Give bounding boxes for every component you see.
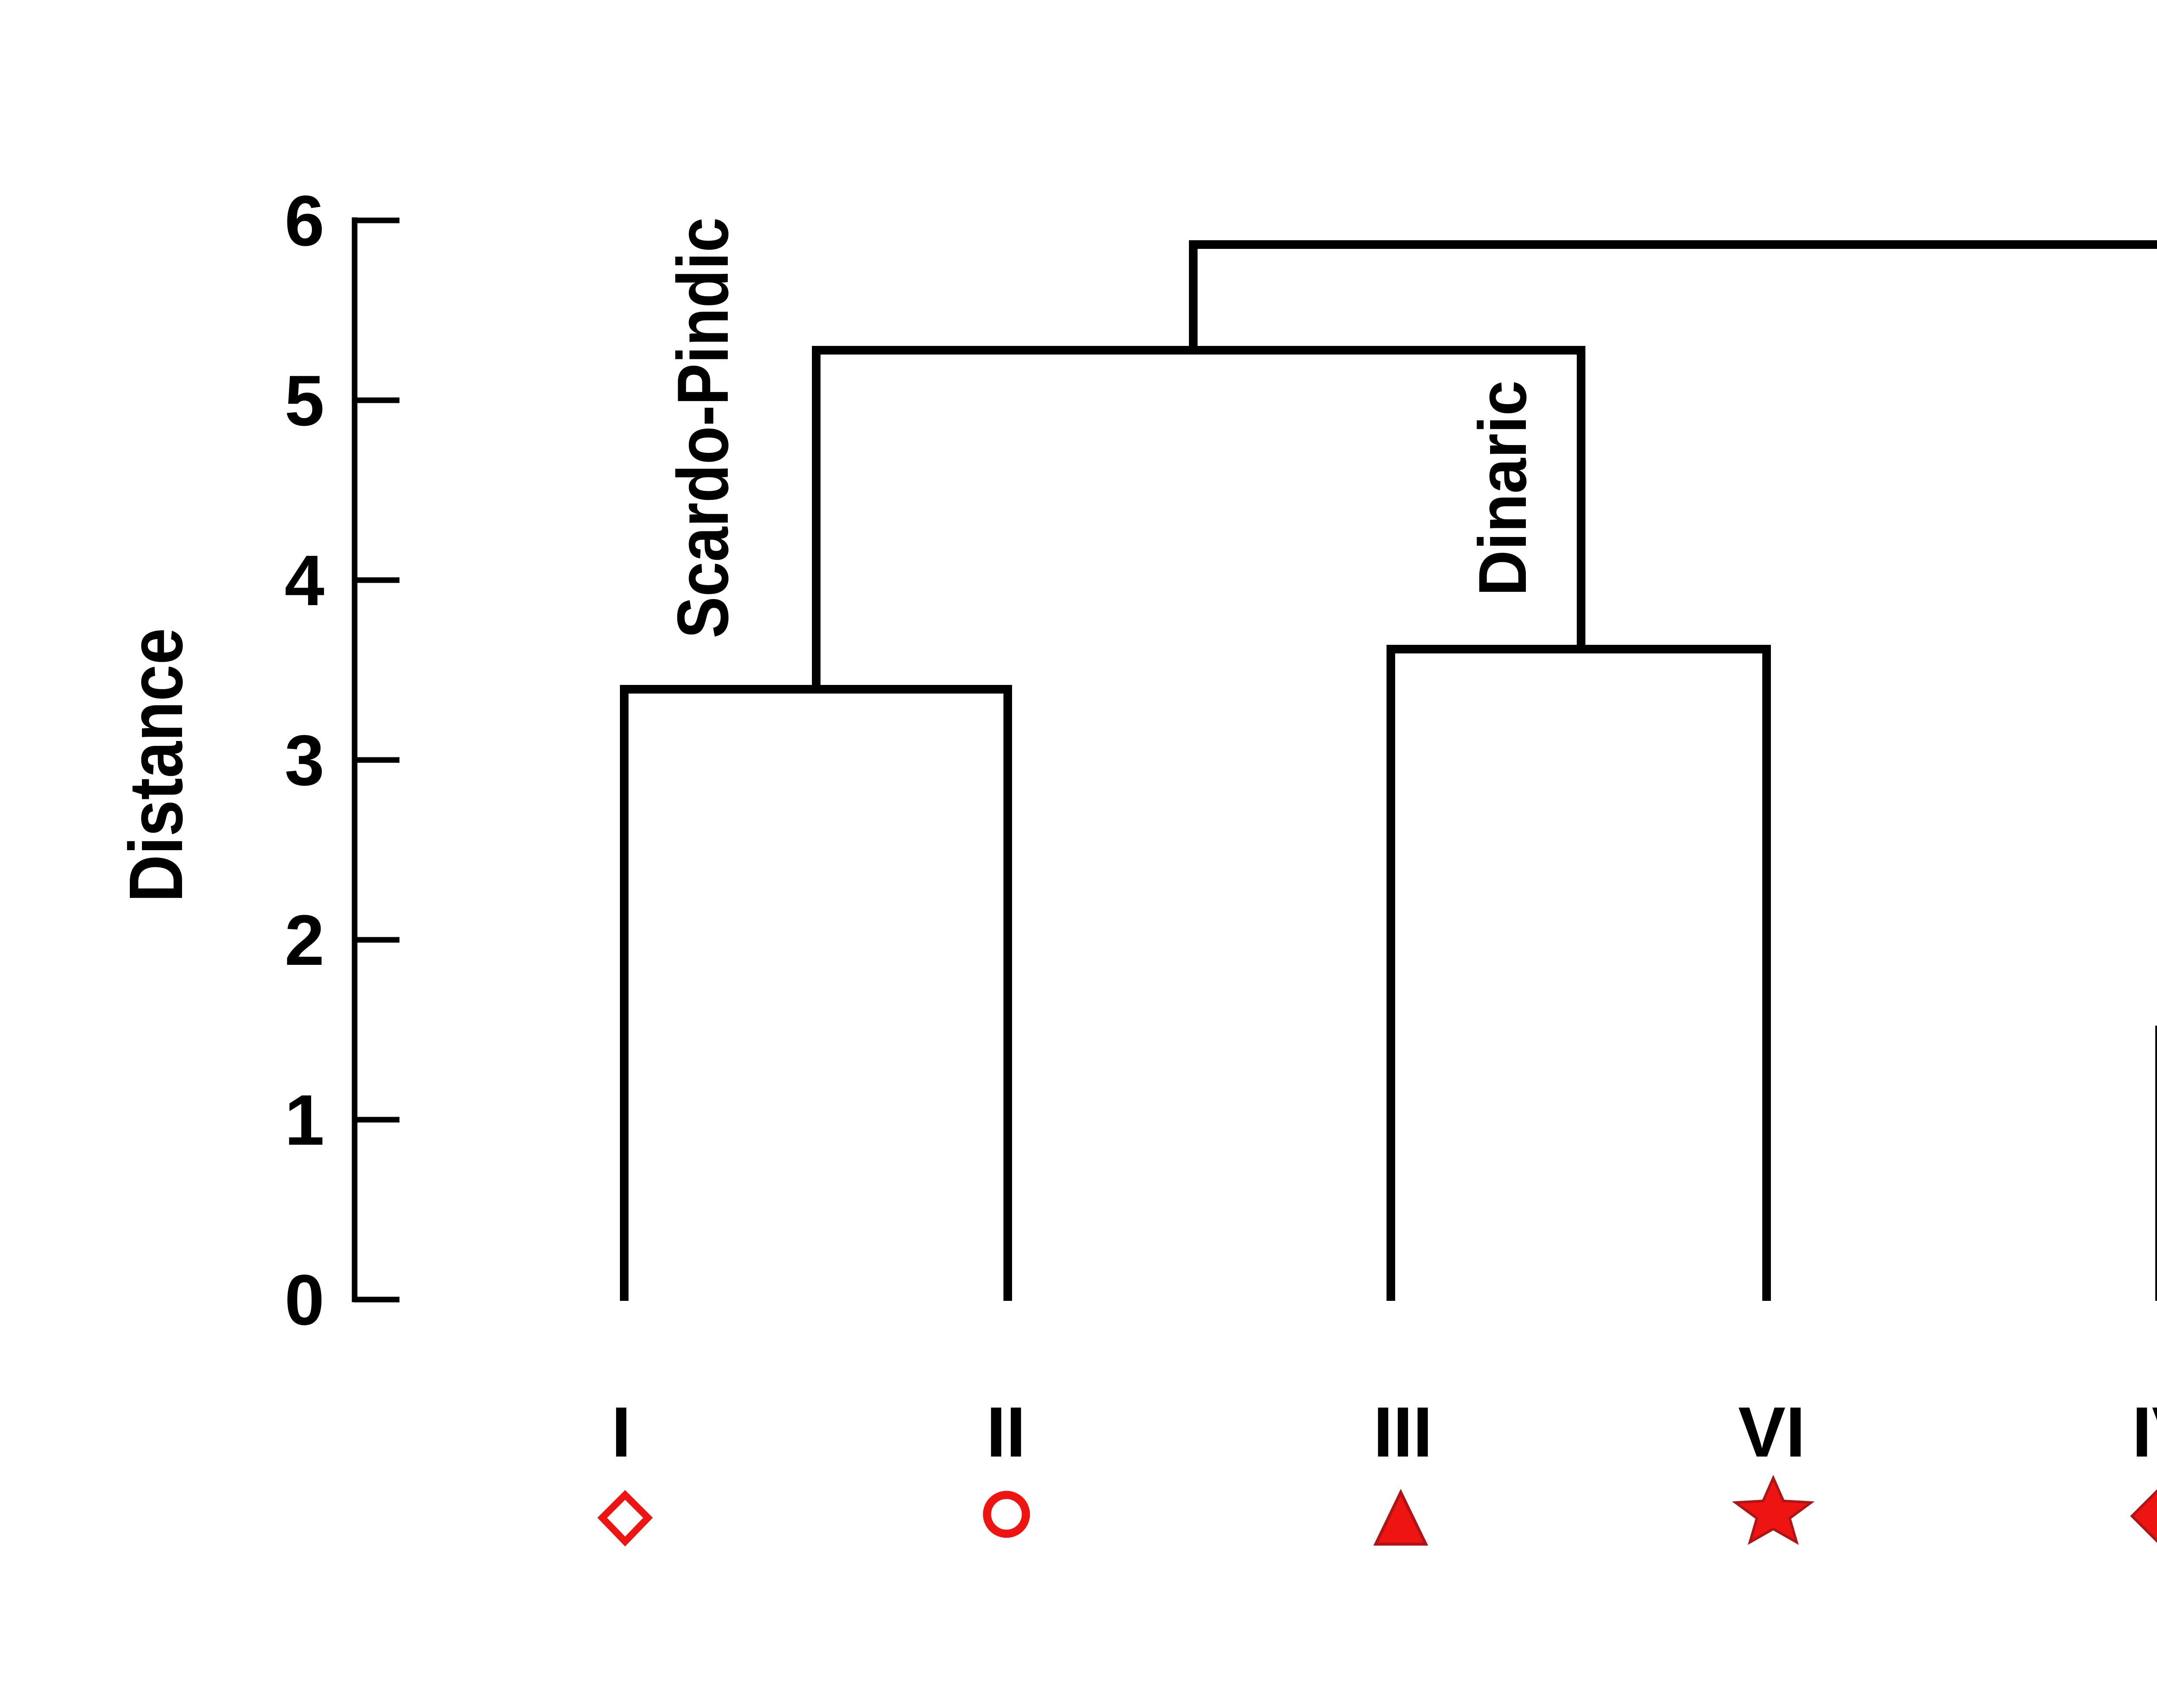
svg-text:3: 3	[285, 721, 324, 801]
svg-text:6: 6	[285, 181, 324, 261]
svg-text:0: 0	[285, 1260, 324, 1340]
svg-text:II: II	[986, 1392, 1026, 1472]
svg-text:5: 5	[285, 361, 324, 441]
svg-text:2: 2	[285, 901, 324, 980]
svg-text:Scardo-Pindic: Scardo-Pindic	[662, 217, 743, 638]
svg-text:I: I	[611, 1392, 631, 1472]
svg-text:VI: VI	[1738, 1392, 1805, 1472]
svg-text:III: III	[1373, 1392, 1433, 1472]
svg-text:1: 1	[285, 1080, 324, 1160]
svg-text:IV: IV	[2132, 1392, 2157, 1472]
svg-text:Distance: Distance	[114, 628, 198, 902]
svg-text:4: 4	[285, 541, 324, 621]
svg-text:Dinaric: Dinaric	[1465, 380, 1541, 596]
